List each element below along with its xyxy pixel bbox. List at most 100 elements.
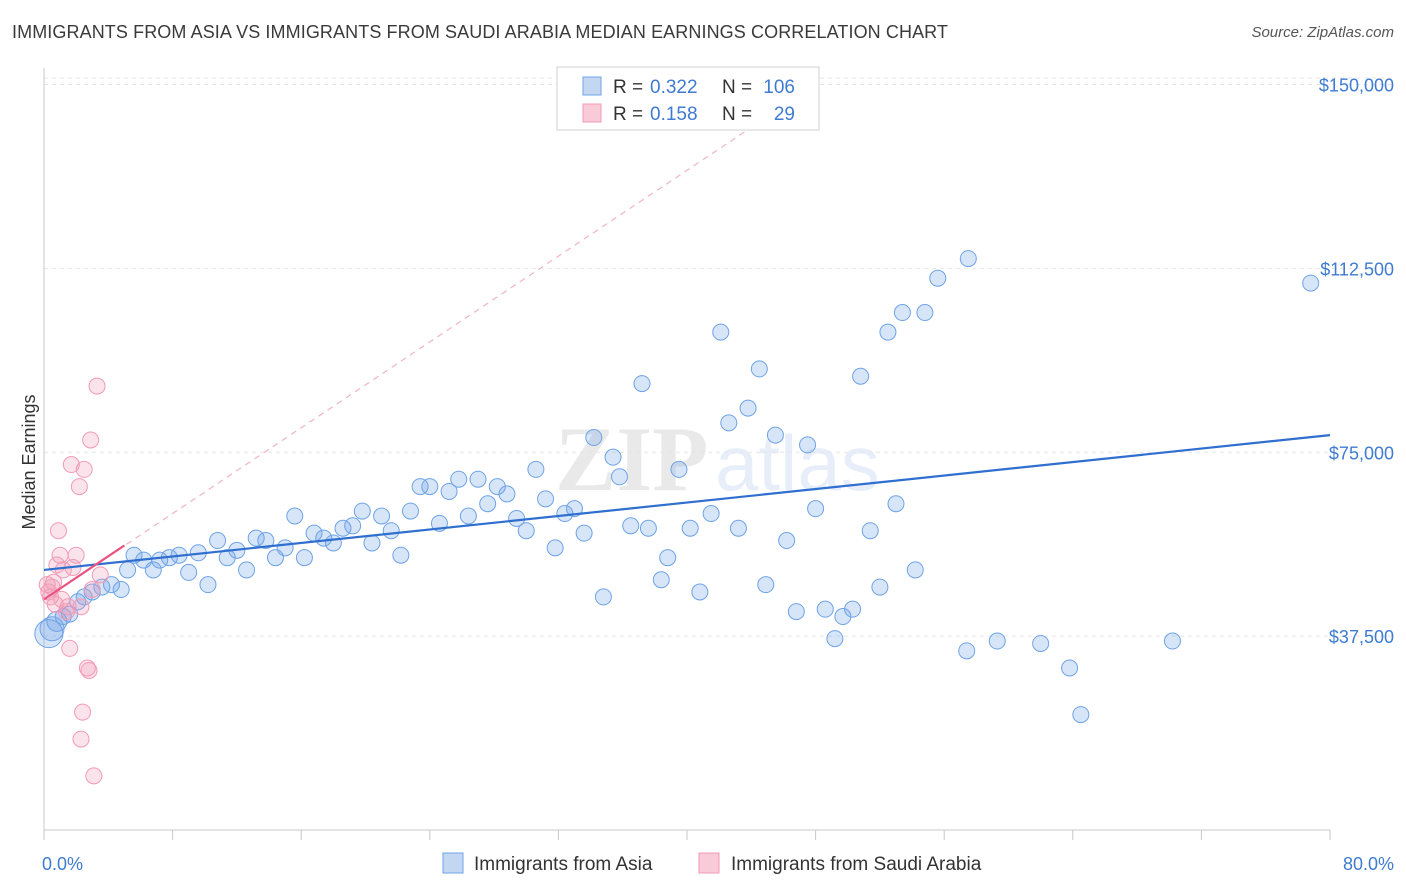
asia-point <box>816 600 834 618</box>
asia-point <box>295 549 313 567</box>
asia-point <box>1061 659 1079 677</box>
bottom-legend-label-saudi: Immigrants from Saudi Arabia <box>731 854 982 875</box>
legend-r-value-asia: 0.322 <box>650 77 698 98</box>
series-legend: Immigrants from Asia Immigrants from Sau… <box>442 852 982 875</box>
saudi-point <box>74 703 92 721</box>
asia-point <box>826 630 844 648</box>
asia-point <box>787 603 805 621</box>
saudi-point <box>78 659 96 677</box>
asia-point <box>276 539 294 557</box>
saudi-point <box>82 431 100 449</box>
asia-point <box>209 532 227 550</box>
bottom-legend-swatch-asia <box>442 852 464 874</box>
asia-point <box>93 578 111 596</box>
legend-swatch-asia <box>582 76 602 96</box>
asia-point <box>879 323 897 341</box>
asia-point <box>652 571 670 589</box>
asia-point <box>565 500 583 518</box>
bottom-legend-swatch-saudi <box>698 852 720 874</box>
legend-r-value-saudi: 0.158 <box>650 104 698 125</box>
asia-point <box>929 269 947 287</box>
asia-point <box>180 563 198 581</box>
asia-point <box>916 304 934 322</box>
asia-point <box>199 576 217 594</box>
saudi-point <box>72 598 90 616</box>
y-axis-label: Median Earnings <box>19 394 39 529</box>
saudi-point <box>61 639 79 657</box>
asia-point <box>353 502 371 520</box>
asia-trend-line <box>43 434 1331 572</box>
saudi-point <box>62 456 80 474</box>
trend-lines <box>43 434 1331 601</box>
asia-point <box>729 519 747 537</box>
chart-title: IMMIGRANTS FROM ASIA VS IMMIGRANTS FROM … <box>12 22 949 42</box>
asia-point <box>421 478 439 496</box>
asia-point <box>604 448 622 466</box>
y-tick-label: $37,500 <box>1329 627 1394 647</box>
asia-point <box>988 632 1006 650</box>
asia-point <box>238 561 256 579</box>
source-credit: Source: ZipAtlas.com <box>1251 24 1394 41</box>
legend-n-value-saudi: 29 <box>774 104 795 125</box>
asia-point <box>1302 274 1320 292</box>
asia-point <box>144 561 162 579</box>
asia-point <box>575 524 593 542</box>
asia-point <box>691 583 709 601</box>
asia-point <box>479 495 497 513</box>
asia-point <box>739 399 757 417</box>
legend-n-value-asia: 106 <box>763 77 795 98</box>
saudi-point <box>83 581 101 599</box>
asia-point <box>324 534 342 552</box>
series-asia-points <box>34 250 1320 724</box>
asia-point <box>852 367 870 385</box>
saudi-point <box>67 546 85 564</box>
asia-point <box>546 539 564 557</box>
asia-point <box>151 551 169 569</box>
asia-point <box>844 600 862 618</box>
saudi-point <box>80 661 98 679</box>
saudi-point <box>88 377 106 395</box>
asia-point <box>1072 706 1090 724</box>
asia-point <box>750 360 768 378</box>
correlation-legend: R = 0.322 N = 106 R = 0.158 N = 29 <box>556 66 820 131</box>
asia-point <box>958 642 976 660</box>
asia-point <box>103 576 121 594</box>
asia-point <box>411 478 429 496</box>
asia-point <box>766 426 784 444</box>
asia-point <box>670 460 688 478</box>
asia-point <box>334 519 352 537</box>
asia-point <box>807 500 825 518</box>
saudi-point <box>70 478 88 496</box>
saudi-point <box>59 598 77 616</box>
asia-point <box>450 470 468 488</box>
asia-point <box>959 250 977 268</box>
asia-point <box>720 414 738 432</box>
asia-point <box>402 502 420 520</box>
saudi-point <box>54 561 72 579</box>
asia-point <box>459 507 477 525</box>
asia-point <box>871 578 889 596</box>
asia-point <box>537 490 555 508</box>
legend-n-label-asia: N = <box>722 77 752 98</box>
saudi-point <box>85 767 103 785</box>
saudi-point <box>72 730 90 748</box>
asia-point <box>498 485 516 503</box>
watermark-atlas: atlas <box>715 419 880 507</box>
series-saudi-points <box>38 377 109 785</box>
y-tick-labels: $37,500 $75,000 $112,500 $150,000 <box>1319 76 1394 648</box>
saudi-point <box>45 573 63 591</box>
asia-point <box>112 581 130 599</box>
legend-swatch-saudi <box>582 103 602 123</box>
asia-point <box>633 375 651 393</box>
asia-point <box>469 470 487 488</box>
asia-point <box>247 529 265 547</box>
watermark-zip: ZIP <box>555 408 708 510</box>
saudi-point <box>91 566 109 584</box>
asia-point <box>861 522 879 540</box>
asia-point <box>893 304 911 322</box>
asia-point <box>119 561 137 579</box>
asia-point <box>681 519 699 537</box>
asia-point <box>382 522 400 540</box>
asia-point <box>778 532 796 550</box>
asia-point <box>887 495 905 513</box>
